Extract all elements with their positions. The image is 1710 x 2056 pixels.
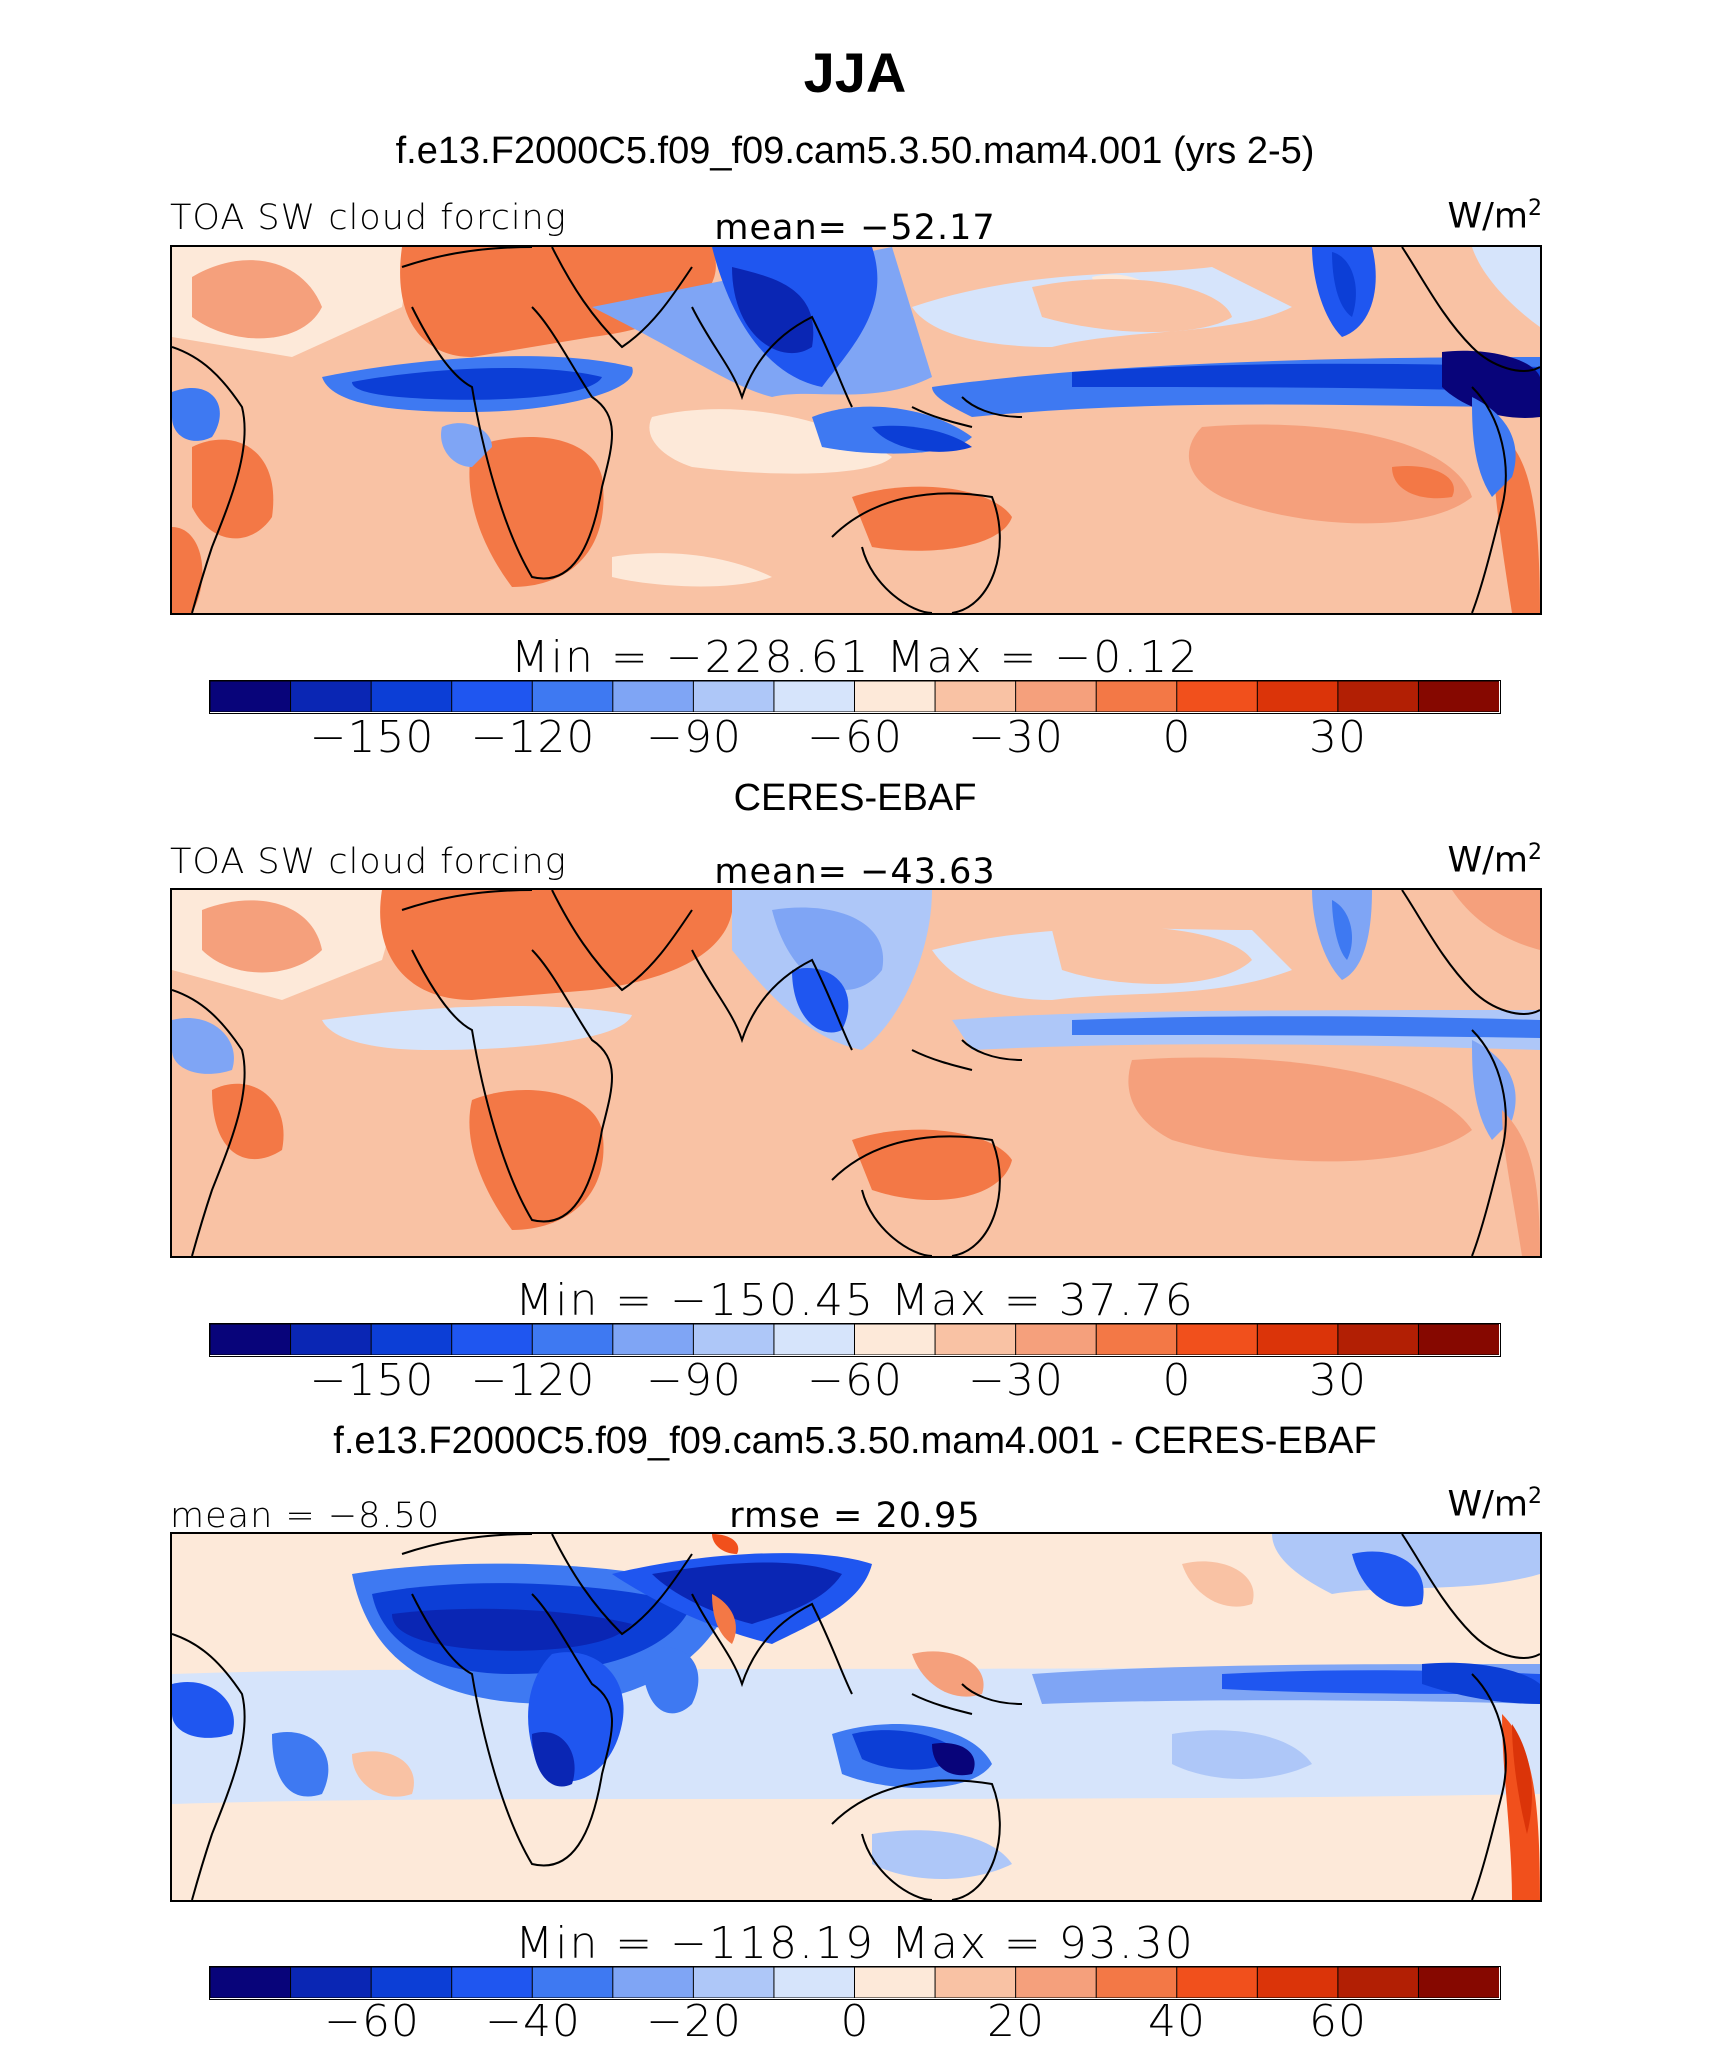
colorbar-swatch [1417,1323,1500,1356]
colorbar-swatch [612,1966,695,1999]
panel-1-unit-label: W/m2 [1447,196,1543,237]
colorbar-swatch [531,1323,614,1356]
panel-2-unit-label: W/m2 [1447,840,1543,881]
panel-2-tick: −60 [807,1355,903,1406]
colorbar-swatch [612,1323,695,1356]
panel-2-tick: −30 [968,1355,1064,1406]
colorbar-swatch [1256,1323,1339,1356]
panel-3-minmax: Min = −118.19 Max = 93.30 [515,1918,1195,1969]
colorbar-swatch [934,1323,1017,1356]
colorbar-swatch [209,1323,292,1356]
panel-3-unit-label: W/m2 [1447,1484,1543,1525]
panel-3-mean-label: mean = −8.50 [170,1496,441,1536]
colorbar-swatch [1417,680,1500,713]
panel-1-colorbar [209,680,1501,714]
colorbar-swatch [290,1966,373,1999]
panel-1-map [170,245,1542,615]
panel-2-tick: −120 [470,1355,596,1406]
colorbar-swatch [451,680,534,713]
colorbar-swatch [1015,1323,1098,1356]
colorbar-swatch [692,680,775,713]
colorbar-swatch [1015,680,1098,713]
colorbar-swatch [692,1323,775,1356]
panel-2-colorbar [209,1323,1501,1357]
panel-1-colorbar-ticks: −150 −120 −90 −60 −30 0 30 [0,712,1710,772]
panel-3-heading: f.e13.F2000C5.f09_f09.cam5.3.50.mam4.001… [333,1420,1377,1462]
colorbar-swatch [1095,1966,1178,1999]
panel-1-tick: −30 [968,712,1064,763]
colorbar-swatch [934,1966,1017,1999]
colorbar-swatch [1337,1323,1420,1356]
colorbar-swatch [1176,680,1259,713]
colorbar-swatch [1256,680,1339,713]
panel-2-colorbar-ticks: −150 −120 −90 −60 −30 0 30 [0,1355,1710,1415]
colorbar-swatch [1176,1966,1259,1999]
panel-2-map [170,888,1542,1258]
panel-1-tick: −90 [646,712,742,763]
panel-1-tick: −150 [309,712,435,763]
colorbar-swatch [451,1323,534,1356]
colorbar-swatch [451,1966,534,1999]
panel-2-minmax: Min = −150.45 Max = 37.76 [515,1275,1195,1326]
panel-1-heading: f.e13.F2000C5.f09_f09.cam5.3.50.mam4.001… [395,130,1315,172]
colorbar-swatch [1337,1966,1420,1999]
panel-3-tick: 60 [1309,1996,1367,2047]
panel-1-tick: 0 [1162,712,1192,763]
colorbar-swatch [370,1966,453,1999]
colorbar-swatch [1095,1323,1178,1356]
panel-1-tick: 30 [1309,712,1367,763]
panel-3-tick: 40 [1148,1996,1206,2047]
panel-3-tick: 0 [840,1996,870,2047]
panel-1-colorbar-swatches [209,680,1500,713]
colorbar-swatch [290,680,373,713]
panel-2-variable-label: TOA SW cloud forcing [170,842,567,882]
panel-3-map [170,1532,1542,1902]
figure-title: JJA [803,41,907,104]
panel-2-heading: CERES-EBAF [733,777,977,819]
colorbar-swatch [1337,680,1420,713]
panel-1-tick: −60 [807,712,903,763]
colorbar-swatch [773,1323,856,1356]
panel-2-mean-label: mean= −43.63 [714,852,996,892]
colorbar-swatch [773,680,856,713]
colorbar-swatch [854,680,937,713]
panel-3-colorbar [209,1966,1501,2000]
colorbar-swatch [370,680,453,713]
colorbar-swatch [773,1966,856,1999]
colorbar-swatch [1176,1323,1259,1356]
colorbar-swatch [290,1323,373,1356]
panel-1-tick: −120 [470,712,596,763]
colorbar-swatch [209,1966,292,1999]
colorbar-swatch [531,680,614,713]
panel-2-tick: −90 [646,1355,742,1406]
colorbar-swatch [692,1966,775,1999]
colorbar-swatch [531,1966,614,1999]
panel-2-tick: 0 [1162,1355,1192,1406]
panel-1-minmax: Min = −228.61 Max = −0.12 [510,632,1200,683]
panel-2-tick: −150 [309,1355,435,1406]
colorbar-swatch [1417,1966,1500,1999]
panel-2-colorbar-swatches [209,1323,1500,1356]
colorbar-swatch [934,680,1017,713]
panel-3-tick: 20 [987,1996,1045,2047]
colorbar-swatch [1095,680,1178,713]
panel-3-colorbar-swatches [209,1966,1500,1999]
panel-2-tick: 30 [1309,1355,1367,1406]
colorbar-swatch [370,1323,453,1356]
colorbar-swatch [1015,1966,1098,1999]
panel-3-tick: −60 [324,1996,420,2047]
panel-3-tick: −20 [646,1996,742,2047]
colorbar-swatch [854,1966,937,1999]
panel-1-variable-label: TOA SW cloud forcing [170,198,567,238]
panel-3-tick: −40 [485,1996,581,2047]
colorbar-swatch [1256,1966,1339,1999]
panel-1-mean-label: mean= −52.17 [714,208,996,248]
panel-3-colorbar-ticks: −60 −40 −20 0 20 40 60 [0,1996,1710,2056]
colorbar-swatch [612,680,695,713]
colorbar-swatch [854,1323,937,1356]
panel-3-rmse-label: rmse = 20.95 [729,1496,981,1536]
colorbar-swatch [209,680,292,713]
